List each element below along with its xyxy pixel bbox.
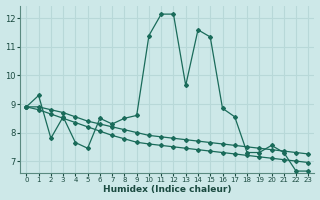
- X-axis label: Humidex (Indice chaleur): Humidex (Indice chaleur): [103, 185, 232, 194]
